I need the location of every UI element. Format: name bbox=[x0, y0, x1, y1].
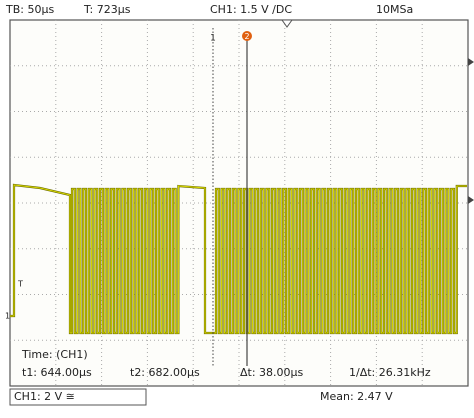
right-marker bbox=[468, 58, 474, 66]
cursor2-badge bbox=[242, 31, 252, 41]
cursor1-label: 1 bbox=[210, 34, 216, 44]
trigger-level-marker: T bbox=[17, 280, 23, 289]
cursor-t2-value: t2: 682.00µs bbox=[130, 366, 200, 379]
trigger-time: T: 723µs bbox=[83, 3, 131, 16]
channel-box bbox=[9, 388, 147, 406]
mean-measure: Mean: 2.47 V bbox=[320, 390, 393, 403]
cursor-delta: Δt: 38.00µs bbox=[240, 366, 304, 379]
trigger-pos-marker bbox=[281, 19, 293, 28]
channel-scale: CH1: 2 V ≅ bbox=[14, 390, 75, 403]
cursor2-label: 2 bbox=[244, 32, 249, 41]
sample-rate: 10MSa bbox=[376, 3, 413, 16]
timebase: TB: 50µs bbox=[5, 3, 54, 16]
channel-setting: CH1: 1.5 V ∕DC bbox=[210, 3, 292, 16]
waveform bbox=[10, 184, 467, 334]
waveform-group bbox=[10, 183, 467, 335]
cursor-inverse: 1/Δt: 26.31kHz bbox=[349, 366, 431, 379]
channel-marker: 1 bbox=[5, 312, 10, 321]
cursor-title: Time: (CH1) bbox=[21, 348, 88, 361]
right-marker bbox=[468, 196, 474, 204]
cursor-t1-value: t1: 644.00µs bbox=[22, 366, 92, 379]
